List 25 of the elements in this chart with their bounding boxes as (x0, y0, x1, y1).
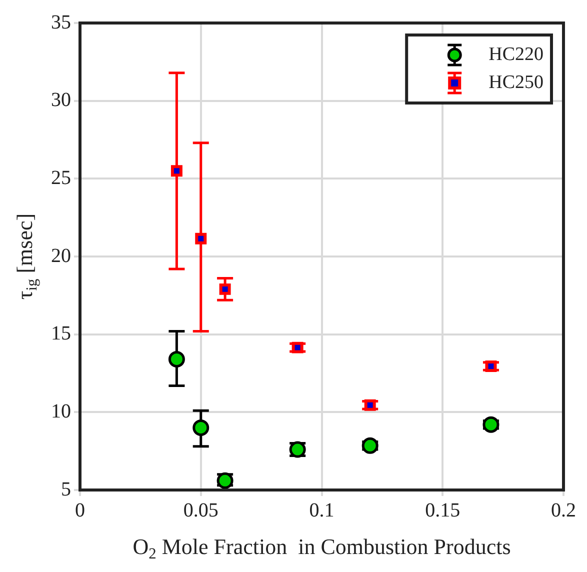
x-tick-label: 0.15 (425, 499, 460, 522)
point (192, 419, 210, 436)
point (364, 399, 376, 411)
legend-label: HC250 (488, 72, 544, 93)
legend-label: HC220 (488, 44, 544, 65)
y-axis-title: τig [msec] (12, 213, 41, 300)
x-tick-label: 0.05 (183, 499, 218, 522)
y-tick-label: 10 (51, 400, 71, 422)
y-tick-label: 15 (51, 322, 71, 345)
x-tick-label: 0 (75, 499, 85, 522)
y-tick-label: 30 (51, 89, 71, 112)
point (362, 437, 378, 454)
x-tick-label: 0.2 (551, 499, 576, 522)
y-tick-label: 5 (61, 478, 71, 500)
point (485, 360, 497, 372)
y-tick-label: 25 (51, 166, 71, 189)
y-tick-label: 35 (51, 11, 71, 34)
point (292, 342, 304, 354)
point (219, 283, 231, 295)
point (168, 350, 185, 368)
point (482, 416, 500, 433)
y-tick-label: 20 (51, 244, 71, 267)
point (195, 232, 207, 244)
x-tick-label: 0.1 (309, 499, 334, 522)
point (170, 165, 182, 177)
